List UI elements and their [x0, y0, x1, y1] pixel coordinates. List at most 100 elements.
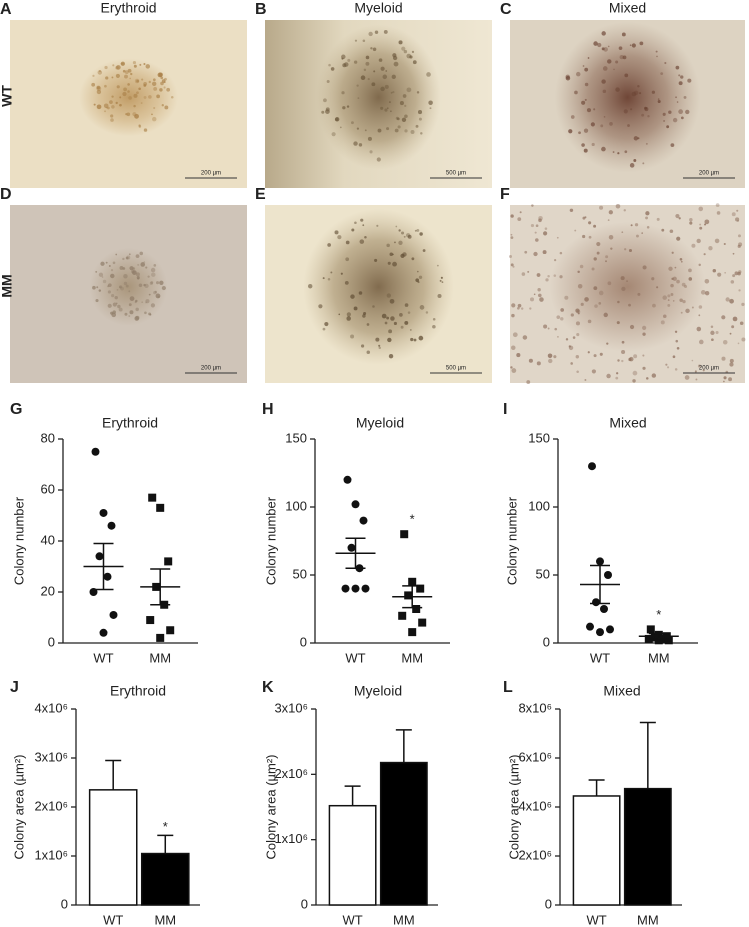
cell [107, 290, 111, 294]
data-point [166, 626, 175, 635]
cell [587, 351, 590, 354]
cell [399, 101, 404, 106]
cell [151, 272, 156, 277]
cell [615, 376, 619, 380]
cell [390, 91, 393, 94]
cell [403, 49, 408, 54]
cell [674, 368, 678, 371]
cell [346, 316, 351, 321]
cell [378, 344, 381, 347]
colony [316, 24, 441, 171]
cell [344, 280, 349, 285]
cell [621, 359, 624, 363]
cell [396, 117, 400, 121]
cell [163, 86, 166, 89]
cell [389, 298, 395, 304]
cell [119, 286, 121, 288]
cell [338, 313, 341, 316]
cell [652, 303, 656, 308]
cell [510, 214, 514, 218]
cell [386, 243, 390, 248]
panel-letter: D [0, 186, 12, 203]
cell [651, 90, 656, 94]
cell [554, 259, 557, 262]
cell [143, 128, 148, 132]
cell [534, 231, 537, 234]
cell [111, 95, 114, 98]
data-point [146, 616, 155, 625]
cell [556, 315, 561, 319]
cell [672, 276, 677, 281]
cell [398, 240, 403, 245]
cell [149, 281, 153, 285]
data-point [418, 618, 427, 627]
cell [365, 61, 370, 66]
cell [581, 143, 585, 147]
data-point [398, 611, 407, 620]
cell [110, 273, 115, 279]
data-point [343, 475, 352, 484]
cell [128, 303, 132, 307]
scale-label: 200 µm [699, 366, 719, 372]
cell [576, 333, 580, 337]
cell [125, 284, 129, 288]
significance: * [410, 512, 415, 527]
cell [574, 229, 577, 232]
cell [323, 98, 327, 103]
cell [358, 143, 363, 147]
cell [626, 280, 628, 283]
cell [422, 249, 426, 252]
cell [357, 97, 360, 100]
cell [628, 303, 631, 307]
cell [413, 338, 417, 342]
cell [136, 79, 140, 83]
cell [517, 303, 522, 308]
cell [717, 272, 722, 277]
chart-title: Myeloid [356, 415, 404, 431]
cell [557, 336, 559, 338]
cell [321, 110, 325, 114]
cell [621, 286, 626, 291]
cell [406, 53, 412, 59]
scale-label: 500 µm [446, 366, 466, 372]
cell [384, 108, 388, 112]
cell [575, 321, 580, 326]
scale-label: 200 µm [201, 366, 221, 372]
cell [630, 108, 633, 111]
cell [148, 80, 151, 84]
cell [629, 163, 635, 168]
cell [382, 74, 388, 80]
data-point [592, 598, 600, 607]
cell [716, 211, 721, 215]
cell [350, 294, 355, 299]
cell [326, 80, 330, 83]
cell [129, 296, 135, 301]
cell [132, 112, 137, 117]
cell [670, 283, 674, 288]
cell [125, 256, 129, 260]
y-tick-label: 4x10⁶ [34, 700, 68, 715]
cell [574, 90, 578, 95]
cell [676, 279, 680, 284]
cell [737, 244, 741, 248]
cell [606, 373, 611, 379]
cell [111, 76, 114, 79]
cell [135, 315, 140, 320]
cell [388, 101, 391, 104]
cell [377, 128, 382, 133]
cell [656, 217, 660, 221]
cell [533, 251, 538, 257]
cell [616, 372, 619, 375]
y-tick-label: 100 [528, 498, 550, 513]
cell [99, 70, 101, 72]
cell [388, 329, 393, 334]
cell [531, 204, 534, 207]
cell [680, 116, 684, 120]
cell [96, 89, 102, 95]
cell [419, 305, 425, 310]
cell [687, 78, 692, 83]
cell [535, 238, 539, 242]
cell [161, 104, 164, 107]
y-axis-label: Colony number [263, 496, 278, 585]
cell [698, 314, 701, 317]
